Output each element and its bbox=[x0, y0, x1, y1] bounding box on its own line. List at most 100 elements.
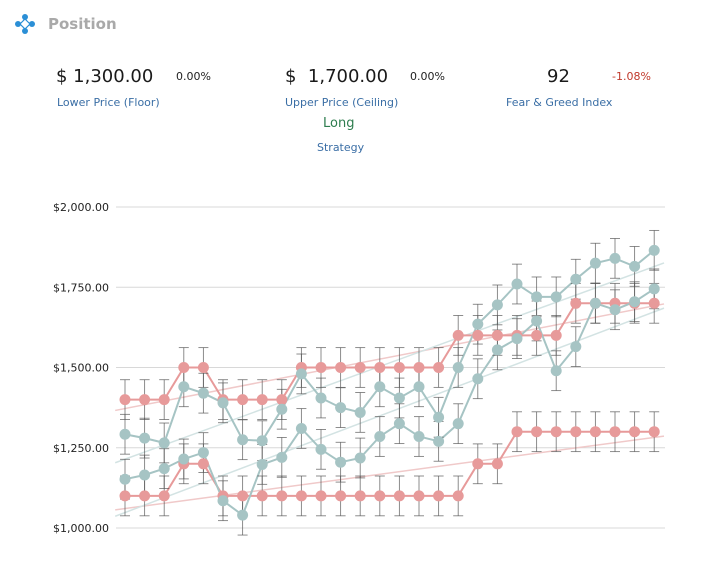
data-point bbox=[119, 490, 131, 502]
fear-greed-value: 92 bbox=[547, 66, 570, 87]
data-point bbox=[354, 452, 366, 464]
data-point bbox=[197, 387, 209, 399]
data-point bbox=[256, 435, 268, 447]
data-point bbox=[335, 456, 347, 468]
data-point bbox=[335, 402, 347, 414]
lower-price-value: $ 1,300.00 bbox=[56, 66, 154, 87]
header: Position bbox=[14, 12, 117, 36]
data-point bbox=[315, 362, 327, 373]
data-point bbox=[472, 373, 484, 385]
data-point bbox=[139, 469, 151, 481]
data-point bbox=[315, 392, 327, 404]
data-point bbox=[452, 490, 464, 502]
data-point bbox=[374, 490, 386, 502]
series-line bbox=[124, 249, 655, 445]
data-point bbox=[158, 394, 170, 406]
data-point bbox=[374, 431, 386, 443]
data-point bbox=[295, 422, 307, 434]
upper-price-stat: $ 1,700.00 bbox=[285, 66, 388, 87]
data-point bbox=[197, 362, 209, 373]
data-point bbox=[472, 458, 484, 470]
y-tick-label: $1,250.00 bbox=[53, 442, 109, 455]
data-point bbox=[472, 329, 484, 341]
strategy-label: Strategy bbox=[317, 141, 365, 154]
data-point bbox=[354, 406, 366, 418]
data-point bbox=[589, 426, 601, 438]
data-point bbox=[139, 432, 151, 444]
data-point bbox=[648, 244, 660, 256]
data-point bbox=[256, 490, 268, 502]
data-point bbox=[119, 394, 131, 406]
y-tick-label: $1,750.00 bbox=[53, 281, 109, 294]
series-line bbox=[125, 302, 655, 401]
data-point bbox=[295, 368, 307, 380]
y-tick-label: $1,000.00 bbox=[53, 522, 109, 535]
data-point bbox=[393, 392, 405, 404]
data-point bbox=[178, 453, 190, 465]
data-point bbox=[276, 451, 288, 463]
data-point bbox=[531, 329, 543, 341]
data-point bbox=[452, 329, 464, 341]
data-point bbox=[648, 283, 660, 295]
data-point bbox=[354, 362, 366, 373]
data-point bbox=[217, 495, 229, 507]
data-point bbox=[276, 403, 288, 415]
data-point bbox=[413, 362, 425, 373]
data-point bbox=[550, 365, 562, 377]
data-point bbox=[570, 297, 582, 309]
data-point bbox=[452, 362, 464, 373]
data-point bbox=[374, 381, 386, 393]
data-point bbox=[197, 458, 209, 470]
y-tick-label: $1,500.00 bbox=[53, 362, 109, 375]
data-point bbox=[589, 297, 601, 309]
data-point bbox=[335, 490, 347, 502]
data-point bbox=[178, 362, 190, 373]
data-point bbox=[374, 362, 386, 373]
data-point bbox=[315, 443, 327, 455]
data-point bbox=[531, 426, 543, 438]
data-point bbox=[570, 273, 582, 285]
lower-price-label: Lower Price (Floor) bbox=[57, 96, 160, 109]
data-point bbox=[158, 490, 170, 502]
data-point bbox=[531, 291, 543, 303]
data-point bbox=[237, 434, 249, 446]
data-point bbox=[472, 318, 484, 330]
data-point bbox=[119, 428, 131, 440]
data-point bbox=[452, 418, 464, 430]
data-point bbox=[433, 411, 445, 423]
diamond-dots-logo-icon bbox=[14, 13, 36, 35]
data-point bbox=[511, 278, 523, 290]
data-point bbox=[550, 329, 562, 341]
data-point bbox=[256, 394, 268, 406]
data-point bbox=[335, 362, 347, 373]
data-point bbox=[491, 344, 503, 356]
trend-line bbox=[114, 307, 665, 517]
fear-greed-stat: 92 bbox=[547, 66, 570, 87]
data-point bbox=[217, 397, 229, 409]
upper-price-change: 0.00% bbox=[410, 70, 445, 83]
data-point bbox=[158, 463, 170, 475]
data-point bbox=[295, 490, 307, 502]
upper-price-label: Upper Price (Ceiling) bbox=[285, 96, 399, 109]
trend-line bbox=[115, 435, 665, 511]
data-point bbox=[393, 418, 405, 430]
data-point bbox=[237, 490, 249, 502]
trend-line bbox=[115, 303, 665, 412]
lower-price-stat: $ 1,300.00 bbox=[56, 66, 153, 87]
data-point bbox=[413, 381, 425, 393]
series-line bbox=[124, 288, 655, 517]
data-point bbox=[609, 426, 621, 438]
data-point bbox=[237, 509, 249, 521]
data-point bbox=[119, 473, 131, 485]
y-tick-label: $2,000.00 bbox=[53, 201, 109, 214]
data-point bbox=[315, 490, 327, 502]
data-point bbox=[197, 447, 209, 459]
data-point bbox=[491, 329, 503, 341]
data-point bbox=[609, 304, 621, 316]
data-point bbox=[178, 381, 190, 393]
data-point bbox=[256, 458, 268, 470]
data-point bbox=[139, 490, 151, 502]
data-point bbox=[433, 435, 445, 447]
data-point bbox=[570, 341, 582, 353]
